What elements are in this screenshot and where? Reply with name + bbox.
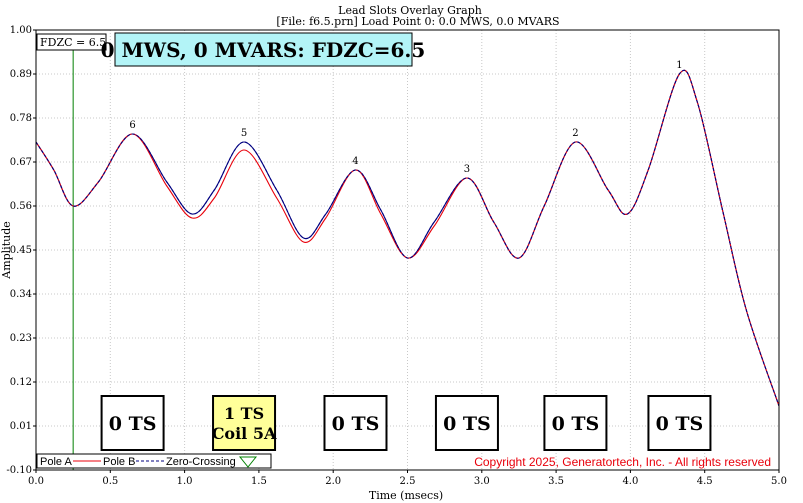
- coil-box-text: 0 TS: [443, 413, 491, 435]
- x-tick-label: 1.0: [177, 476, 193, 487]
- coil-box-text: 1 TS: [224, 404, 264, 423]
- y-tick-label: 0.23: [10, 333, 32, 344]
- peak-label: 2: [572, 128, 578, 139]
- fdzc-label: FDZC = 6.5: [40, 36, 106, 49]
- legend-label-pole-a: Pole A: [40, 456, 72, 468]
- banner-text: 0 MWS, 0 MVARS: FDZC=6.5: [101, 38, 426, 62]
- x-tick-label: 3.0: [474, 476, 490, 487]
- coil-box-text: 0 TS: [109, 413, 157, 435]
- plot-frame: [35, 29, 780, 471]
- peak-label: 1: [676, 60, 682, 71]
- peak-label: 3: [464, 164, 470, 175]
- y-tick-label: 0.12: [10, 377, 32, 388]
- banner-background: [114, 32, 413, 67]
- x-tick-label: 0.0: [28, 476, 44, 487]
- x-tick-label: 0.5: [102, 476, 118, 487]
- coil-box-text: 0 TS: [332, 413, 380, 435]
- legend-swatch-zero-crossing: [238, 456, 258, 468]
- y-tick-label: 0.34: [10, 289, 32, 300]
- coil-box-frame: [434, 395, 499, 451]
- coil-box-text: 0 TS: [552, 413, 600, 435]
- y-tick-label: 0.89: [10, 69, 32, 80]
- fdzc-label-frame: [36, 33, 107, 51]
- x-axis-label: Time (msecs): [369, 489, 443, 502]
- coil-box-frame: [543, 395, 608, 451]
- x-tick-label: 5.0: [771, 476, 787, 487]
- coil-box: 0 TS: [100, 395, 165, 451]
- coil-box: 0 TS: [323, 395, 388, 451]
- coil-box-frame: [323, 395, 388, 451]
- chart-title: Lead Slots Overlay Graph: [338, 4, 482, 17]
- legend-label-pole-b: Pole B: [103, 456, 135, 468]
- y-axis-ticks: -0.10 0.01 0.12 0.23 0.34 0.45 0.56 0.67 0.78 0.8…: [6, 25, 36, 476]
- banner: 0 MWS, 0 MVARS: FDZC=6.5: [101, 32, 426, 67]
- legend: Pole A Pole B Zero-Crossing: [36, 453, 272, 469]
- coil-box-frame: [647, 395, 712, 451]
- x-tick-label: 1.5: [251, 476, 267, 487]
- series-line-zero-crossing: [35, 69, 780, 407]
- peak-labels: 6 5 4 3 2 1: [129, 60, 682, 175]
- coil-box-frame: [100, 395, 165, 451]
- x-tick-label: 4.5: [697, 476, 713, 487]
- chart-subtitle: [File: f6.5.prn] Load Point 0: 0.0 MWS, …: [276, 15, 559, 28]
- peak-label: 6: [129, 120, 135, 131]
- x-tick-label: 2.5: [400, 476, 416, 487]
- y-tick-label: 0.01: [10, 421, 32, 432]
- x-tick-label: 2.0: [325, 476, 341, 487]
- y-tick-label: 0.45: [10, 245, 32, 256]
- peak-label: 4: [352, 156, 358, 167]
- series-layer: [35, 69, 780, 407]
- fdzc-label-box: FDZC = 6.5: [36, 33, 107, 51]
- y-tick-label: 0.56: [10, 201, 32, 212]
- coil-box-text: Coil 5A: [212, 424, 277, 443]
- peak-label: 5: [241, 128, 247, 139]
- y-tick-label: 1.00: [10, 25, 32, 36]
- coil-box-frame: [212, 395, 277, 451]
- y-tick-label: -0.10: [6, 465, 32, 476]
- coil-box: 0 TS: [543, 395, 608, 451]
- x-tick-label: 3.5: [548, 476, 564, 487]
- y-axis-label: Amplitude: [0, 221, 13, 280]
- y-tick-label: 0.67: [10, 157, 32, 168]
- x-axis-ticks: 0.0 0.5 1.0 1.5 2.0 2.5 3.0 3.5 4.0 4.5 5.0: [28, 470, 787, 487]
- legend-label-zero-crossing: Zero-Crossing: [166, 456, 236, 468]
- y-tick-label: 0.78: [10, 113, 32, 124]
- copyright-text: Copyright 2025, Generatortech, Inc. - Al…: [474, 455, 771, 469]
- coil-box: 0 TS: [434, 395, 499, 451]
- coil-box-text: 0 TS: [656, 413, 704, 435]
- x-tick-label: 4.0: [622, 476, 638, 487]
- coil-box: 0 TS: [647, 395, 712, 451]
